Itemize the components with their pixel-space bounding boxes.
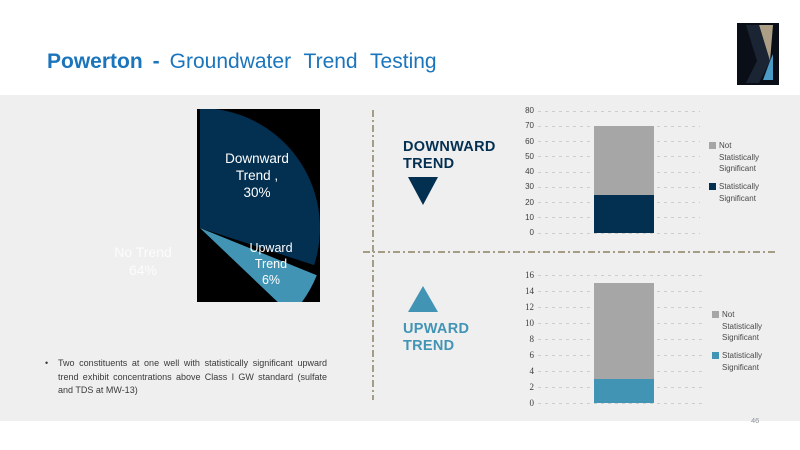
legend-swatch-not-statistically-significant <box>712 311 719 318</box>
horizontal-divider-line <box>363 251 775 253</box>
pie-label-line: 64% <box>128 262 158 278</box>
title-site-name: Powerton <box>47 50 143 73</box>
y-gridline <box>538 110 700 112</box>
y-axis-tick-label: 10 <box>525 318 534 328</box>
pie-label-line: Downward <box>225 151 289 166</box>
y-axis-tick-label: 14 <box>525 286 534 296</box>
y-axis-tick-label: 0 <box>529 228 534 237</box>
pie-label-line: 30% <box>243 185 271 200</box>
trend-pie-chart <box>197 108 320 315</box>
legend-label-line: Statistically <box>719 182 760 191</box>
y-axis-tick-label: 4 <box>529 366 535 376</box>
title-subject: Groundwater Trend Testing <box>169 50 437 73</box>
heading-line: TREND <box>403 338 455 354</box>
bar-segment-statistically-significant <box>594 379 654 403</box>
legend-label-line: Statistically <box>722 321 763 331</box>
footnote-text: Two constituents at one well with statis… <box>58 358 327 395</box>
heading-line: TREND <box>403 156 455 172</box>
pie-label-line: Trend <box>254 257 288 271</box>
legend-label-line: Not <box>719 141 732 150</box>
footnote: • Two constituents at one well with stat… <box>45 357 327 398</box>
legend-label-line: Significant <box>722 362 759 372</box>
slide-title: Powerton - Groundwater Trend Testing <box>47 50 437 74</box>
pie-label-line: 6% <box>261 273 281 287</box>
heading-line: UPWARD <box>403 321 470 337</box>
legend-label-line: Not <box>722 310 735 319</box>
downward-trend-heading: DOWNWARD TREND <box>403 139 496 173</box>
pie-slice-downward-trend <box>200 108 320 266</box>
legend-label-line: Significant <box>722 333 759 342</box>
y-gridline <box>538 274 703 276</box>
company-logo <box>737 23 779 85</box>
page-number: 46 <box>751 416 760 425</box>
pie-label-line: No Trend <box>114 244 172 260</box>
y-axis-tick-label: 2 <box>529 382 535 392</box>
y-axis-tick-label: 6 <box>529 350 535 360</box>
pie-label-downward-trend: Downward Trend , 30% <box>203 150 311 201</box>
y-axis-tick-label: 70 <box>525 121 534 131</box>
legend-label-line: Significant <box>719 164 756 173</box>
title-separator: - <box>152 50 160 73</box>
downward-triangle-icon <box>408 177 438 205</box>
y-axis-tick-label: 10 <box>525 212 534 222</box>
upward-triangle-icon <box>408 286 438 312</box>
bar-segment-not-statistically-significant <box>594 126 654 195</box>
y-axis-tick-label: 40 <box>525 167 534 176</box>
heading-line: DOWNWARD <box>403 139 496 155</box>
legend-label-line: Statistically <box>722 351 763 360</box>
pie-label-line: Upward <box>249 241 293 255</box>
pie-slice-upward-trend <box>200 228 317 315</box>
logo-chevron-icon <box>746 25 770 83</box>
legend-swatch-statistically-significant <box>712 352 719 359</box>
pie-label-line: Trend , <box>235 168 279 183</box>
y-gridline <box>538 402 703 404</box>
legend-label-line: Statistically <box>719 152 760 162</box>
logo-blue-wedge <box>763 54 773 80</box>
bar-segment-statistically-significant <box>594 194 654 233</box>
bullet-glyph: • <box>45 358 49 368</box>
vertical-divider-line <box>372 110 374 400</box>
upward-trend-heading: UPWARD TREND <box>403 321 469 355</box>
logo-tan-wedge <box>759 25 773 61</box>
pie-svg <box>200 108 320 315</box>
y-axis-tick-label: 50 <box>525 151 534 161</box>
content-panel <box>0 95 800 421</box>
y-axis-tick-label: 16 <box>525 270 534 280</box>
pie-label-no-trend: No Trend 64% <box>95 243 191 279</box>
y-gridline <box>538 232 700 234</box>
pie-label-upward-trend: Upward Trend 6% <box>226 240 316 288</box>
legend-swatch-statistically-significant <box>709 183 716 190</box>
y-axis-tick-label: 0 <box>529 398 535 408</box>
legend-swatch-not-statistically-significant <box>709 142 716 149</box>
y-axis-tick-label: 8 <box>529 334 535 344</box>
bar-segment-not-statistically-significant <box>594 283 654 379</box>
legend-label-line: Significant <box>719 193 756 203</box>
y-axis-tick-label: 60 <box>525 136 534 146</box>
y-axis-tick-label: 30 <box>525 182 534 192</box>
y-axis-tick-label: 80 <box>525 106 534 115</box>
y-axis-tick-label: 12 <box>525 302 534 312</box>
y-axis-tick-label: 20 <box>525 197 534 207</box>
